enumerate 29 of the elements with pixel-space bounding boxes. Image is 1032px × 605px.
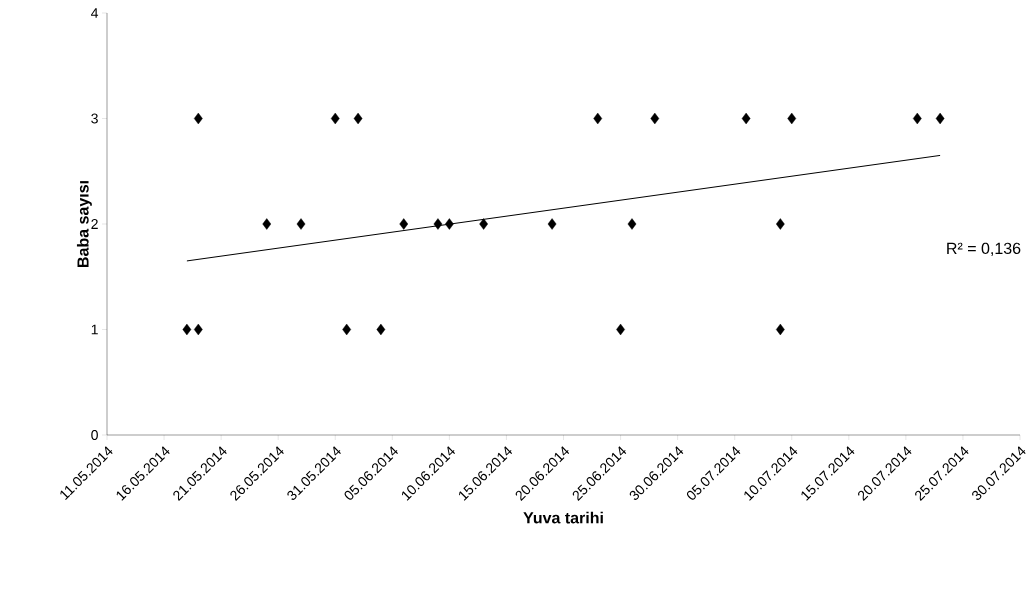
point: [182, 323, 192, 336]
point: [262, 218, 272, 230]
point: [353, 112, 363, 125]
point: [445, 218, 454, 230]
point: [433, 218, 443, 230]
y-tick-label: 4: [91, 8, 99, 18]
point: [935, 112, 945, 125]
point: [912, 112, 922, 125]
x-axis-title: Yuva tarihi: [523, 511, 603, 524]
y-tick-label: 3: [91, 113, 98, 124]
point: [376, 323, 386, 336]
y-tick-label: 0: [91, 430, 98, 440]
point: [547, 218, 557, 230]
point: [296, 218, 306, 230]
y-tick-label: 1: [91, 324, 98, 335]
point: [479, 218, 488, 230]
point: [593, 112, 603, 125]
point: [193, 112, 203, 125]
point: [193, 323, 203, 336]
point: [399, 218, 409, 230]
point: [741, 112, 751, 125]
point: [627, 218, 637, 230]
y-axis-title: Baba sayısı: [76, 181, 92, 267]
y-tick-label: 2: [91, 219, 98, 229]
point: [787, 112, 797, 125]
point: [776, 218, 785, 230]
point: [650, 112, 660, 125]
annotation: R² = 0,136: [947, 242, 1021, 256]
point: [330, 112, 340, 125]
